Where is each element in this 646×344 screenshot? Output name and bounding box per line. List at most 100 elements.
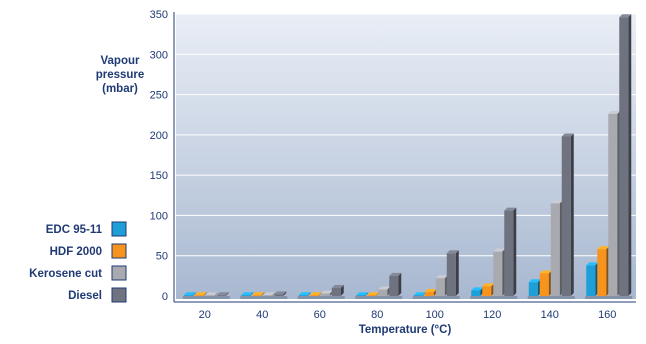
- bar-top: [378, 286, 391, 290]
- bar-top: [356, 292, 369, 296]
- x-tick-label: 140: [541, 309, 559, 321]
- bar-top: [608, 110, 621, 114]
- bar-top: [493, 248, 506, 252]
- bar: [205, 292, 218, 296]
- y-tick-label: 0: [162, 291, 168, 303]
- bar-top: [413, 292, 426, 296]
- bar-group-floor: [297, 296, 345, 299]
- bar-group-floor: [412, 296, 460, 299]
- bar: [504, 207, 517, 296]
- y-tick-label: 300: [150, 49, 168, 61]
- x-tick-label: 40: [256, 309, 268, 321]
- bar: [194, 292, 207, 296]
- bar-top: [216, 292, 229, 296]
- bar-side: [272, 292, 276, 296]
- bar: [586, 262, 599, 296]
- legend-label: HDF 2000: [50, 246, 102, 258]
- bar-side: [340, 284, 344, 296]
- bar-top: [309, 292, 322, 296]
- bar-group-floor: [182, 296, 230, 299]
- bar-front: [263, 295, 273, 296]
- bar-side: [455, 250, 459, 296]
- x-tick-label: 160: [598, 309, 616, 321]
- bar-front: [413, 295, 423, 296]
- bar-top: [550, 200, 563, 204]
- bar: [528, 279, 541, 296]
- bar-top: [504, 207, 517, 211]
- bar-front: [298, 295, 308, 296]
- bar-side: [570, 133, 574, 296]
- x-tick-label: 60: [314, 309, 326, 321]
- bar-top: [435, 275, 448, 279]
- bar-top: [389, 272, 402, 276]
- bar-front: [367, 295, 377, 296]
- bar-front: [586, 265, 596, 296]
- bar: [274, 291, 287, 296]
- bar-group-floor: [585, 296, 633, 299]
- legend-label: EDC 95-11: [46, 224, 103, 236]
- bar-front: [252, 295, 262, 296]
- bar-side: [365, 292, 369, 296]
- x-tick-labels: 20 40 60 80 100 120 140 160: [199, 309, 617, 321]
- gridlines: [176, 13, 636, 257]
- bar-top: [320, 290, 333, 294]
- x-tick-label: 20: [199, 309, 211, 321]
- legend-swatch: [111, 243, 127, 259]
- bar: [263, 292, 276, 296]
- legend-swatch: [111, 265, 127, 281]
- bar-top: [298, 292, 311, 296]
- bar-group-floor: [527, 296, 575, 299]
- bars: [182, 14, 633, 299]
- bar: [561, 133, 574, 296]
- bar: [252, 292, 265, 296]
- y-tick-labels: 0 50 100 150 200 250 300 350: [150, 9, 168, 303]
- bar: [378, 286, 391, 296]
- bar-top: [194, 292, 207, 296]
- bar-front: [597, 249, 607, 296]
- bar: [619, 14, 632, 296]
- bar-front: [471, 290, 481, 296]
- bar-front: [424, 291, 434, 296]
- bar-top: [528, 279, 541, 283]
- bar-front: [331, 287, 341, 296]
- y-tick-label: 150: [150, 170, 168, 182]
- bar: [356, 292, 369, 296]
- bar-group-floor: [240, 296, 288, 299]
- bar-top: [619, 14, 632, 18]
- bar-top: [539, 270, 552, 274]
- bar-top: [331, 284, 344, 288]
- bar-top: [241, 292, 254, 296]
- y-axis-title: Vapour pressure (mbar): [96, 55, 145, 95]
- bar-front: [608, 113, 618, 296]
- x-tick-label: 100: [426, 309, 444, 321]
- y-tick-label: 200: [150, 130, 168, 142]
- bar-side: [203, 292, 207, 296]
- bar-front: [320, 293, 330, 296]
- bar-front: [274, 294, 284, 296]
- bar: [331, 284, 344, 296]
- bar-side: [225, 292, 229, 296]
- bar: [482, 283, 495, 296]
- bar-top: [367, 292, 380, 296]
- bar: [216, 292, 229, 296]
- bar-top: [482, 283, 495, 287]
- bar-side: [192, 292, 196, 296]
- bar: [389, 272, 402, 296]
- bar-top: [471, 287, 484, 291]
- bar-front: [183, 295, 193, 296]
- bar-side: [214, 292, 218, 296]
- bar-front: [309, 295, 319, 296]
- bar-front: [561, 136, 571, 296]
- bar: [493, 248, 506, 296]
- bar-top: [274, 291, 287, 295]
- bar: [241, 292, 254, 296]
- bar-top: [586, 262, 599, 266]
- legend-item: HDF 2000: [50, 243, 127, 259]
- bar-top: [205, 292, 218, 296]
- legend-item: Kerosene cut: [29, 265, 127, 281]
- x-tick-label: 120: [483, 309, 501, 321]
- bar: [309, 292, 322, 296]
- bar-side: [513, 207, 517, 296]
- bar-front: [216, 295, 226, 296]
